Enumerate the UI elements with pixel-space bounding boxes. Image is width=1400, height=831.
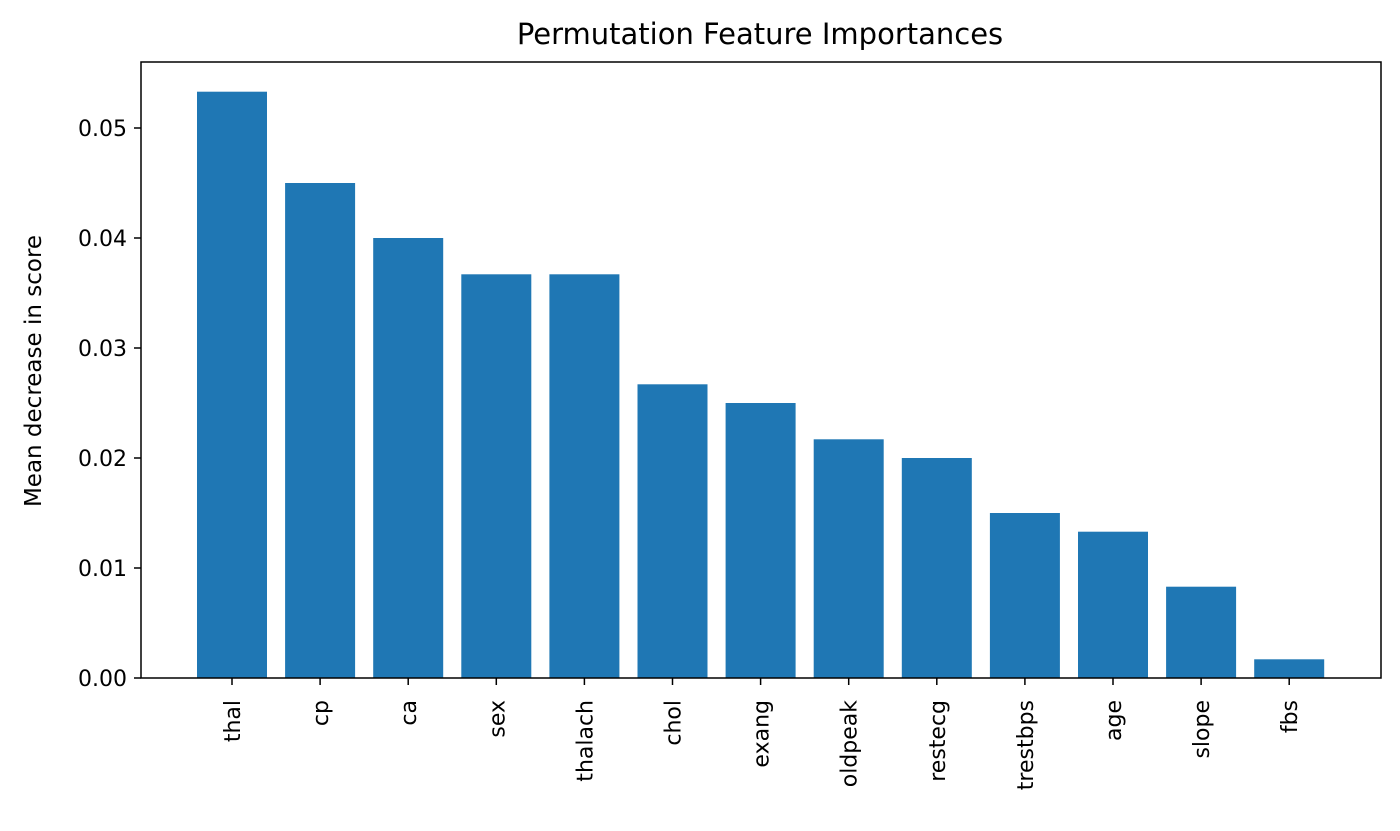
plot-frame [140,61,1382,679]
x-tick-label: ca [397,700,422,726]
x-tick-label: trestbps [1014,700,1039,790]
x-tick-label: exang [750,700,775,768]
y-tick-label: 0.02 [78,447,127,472]
x-tick-label: cp [309,700,334,726]
x-tick-label: slope [1190,700,1215,759]
bar-exang [725,403,796,678]
bar-thalach [549,274,620,678]
x-tick-label: thalach [573,700,598,782]
bar-thal [197,91,267,678]
y-tick-label: 0.03 [78,337,127,362]
y-axis-ticks: 0.00 0.01 0.02 0.03 0.04 0.05 [78,117,141,692]
x-tick-label: fbs [1278,700,1303,733]
x-tick-label: age [1102,700,1127,741]
y-tick-label: 0.01 [78,557,127,582]
y-axis-label: Mean decrease in score [21,235,47,507]
x-tick-label: thal [221,700,246,742]
bar-slope [1166,586,1237,678]
y-tick-label: 0.05 [78,117,127,142]
bars-group [197,91,1325,678]
x-tick-label: chol [662,700,687,746]
bar-age [1078,531,1148,678]
bar-cp [285,183,356,678]
chart-title: Permutation Feature Importances [517,17,1003,51]
bar-trestbps [989,513,1060,678]
bar-sex [461,274,532,678]
x-tick-label: sex [485,700,510,738]
x-tick-label: restecg [926,700,951,782]
bar-fbs [1254,659,1325,678]
bar-oldpeak [813,439,884,678]
bar-restecg [901,458,972,678]
x-axis-ticks: thal cp ca sex thalach chol exang oldpeak restec… [221,678,1303,790]
x-tick-label: oldpeak [838,700,863,788]
y-tick-label: 0.00 [78,667,127,692]
bar-chol [637,384,708,678]
y-tick-label: 0.04 [78,227,127,252]
bar-ca [373,238,444,678]
